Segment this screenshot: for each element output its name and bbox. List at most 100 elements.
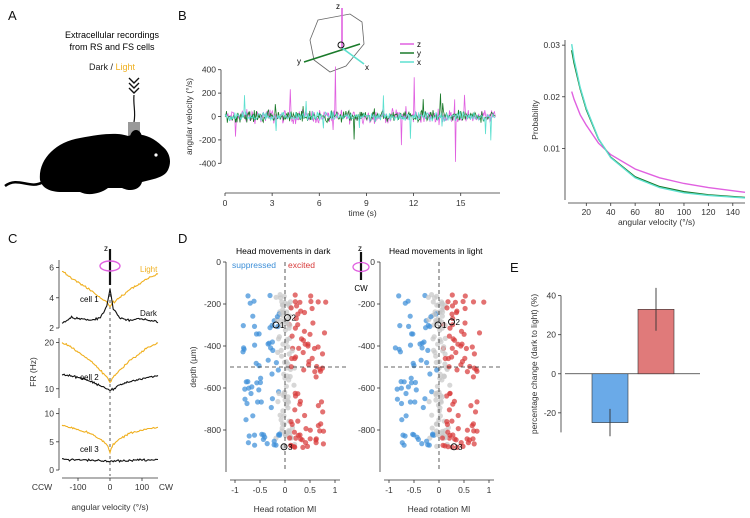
d-ytick-label: -600 — [358, 383, 375, 393]
d-point-suppressed — [248, 390, 254, 397]
d-point-suppressed — [246, 385, 252, 391]
d-point-excited — [288, 364, 294, 370]
d-rotation-icon — [352, 261, 370, 273]
d-point-suppressed — [405, 384, 411, 390]
d-point-suppressed — [429, 389, 435, 395]
d-point-suppressed — [251, 298, 257, 304]
d-example-cell-marker — [280, 443, 288, 451]
d-point-excited — [318, 399, 325, 405]
d-point-excited — [454, 308, 460, 314]
d-point-suppressed — [423, 325, 429, 331]
d-point-suppressed — [399, 417, 405, 423]
d-point-excited — [439, 435, 445, 441]
d-xlabel: Head rotation MI — [254, 504, 317, 514]
panel-b-probability-plot: 0.01 0.02 0.03 20 40 60 80 100 120 140 angular vel… — [530, 40, 746, 227]
d-point-suppressed — [275, 367, 281, 373]
panel-c-tuning-plots: z 2 4 6 cell 1 10 20 cell 2 0 5 10 cell 3 Light Dark -… — [28, 244, 173, 512]
d-point-suppressed — [241, 345, 247, 351]
d-point-excited — [468, 403, 474, 409]
d-point-suppressed — [406, 323, 412, 329]
d-point-suppressed — [422, 396, 428, 402]
b-prob-xtick-label: 40 — [606, 207, 616, 217]
d-point-suppressed — [418, 357, 424, 363]
d-point-excited — [320, 428, 327, 434]
c-xtick-label: -100 — [69, 482, 86, 492]
d-point-neutral — [279, 353, 285, 359]
b-trace-series-x — [224, 95, 496, 141]
d-example-cell-label: 3 — [458, 443, 463, 452]
d-point-excited — [308, 298, 314, 305]
b-trace-ytick-label: -400 — [199, 158, 216, 168]
d-point-neutral — [426, 399, 432, 405]
d-point-excited — [303, 426, 309, 432]
d-point-neutral — [440, 348, 446, 354]
b-prob-xtick-label: 140 — [726, 207, 740, 217]
d-ytick-label: 0 — [216, 257, 221, 267]
d-example-cell-marker — [434, 321, 442, 329]
b-trace-xtick-label: 0 — [223, 198, 228, 208]
d-point-neutral — [281, 413, 287, 419]
d-point-suppressed — [253, 331, 260, 337]
d-point-neutral — [429, 412, 435, 418]
panel-d-label: D — [178, 231, 187, 246]
d-example-cell-marker — [450, 443, 458, 451]
d-xtick-label: 0 — [437, 485, 442, 495]
axis-x-label: x — [365, 63, 369, 72]
dark-light-caption: Dark / Light — [89, 62, 136, 72]
d-point-excited — [464, 436, 470, 442]
d-point-neutral — [282, 375, 288, 381]
b-prob-series-x — [571, 43, 746, 199]
separator-text: / — [108, 62, 116, 72]
d-point-suppressed — [246, 433, 252, 439]
head-outline-icon — [309, 13, 365, 73]
d-point-excited — [289, 333, 295, 339]
b-trace-ytick-label: 400 — [202, 65, 216, 75]
d-point-suppressed — [267, 325, 273, 331]
d-point-neutral — [434, 443, 440, 449]
panel-a-caption-line2: from RS and FS cells — [69, 42, 155, 52]
d-point-excited — [471, 351, 477, 357]
d-ytick-label: -800 — [204, 425, 221, 435]
b-prob-series-y — [571, 50, 746, 199]
d-ylabel: depth (µm) — [188, 346, 198, 387]
b-trace-xtick-label: 9 — [364, 198, 369, 208]
d-point-neutral — [437, 375, 443, 381]
d-point-excited — [467, 363, 473, 370]
d-point-suppressed — [269, 396, 275, 402]
d-point-suppressed — [242, 386, 248, 392]
d-point-excited — [444, 421, 450, 427]
d-point-suppressed — [265, 357, 271, 363]
d-point-neutral — [438, 398, 444, 404]
b-trace-ytick-label: 200 — [202, 88, 216, 98]
d-point-excited — [458, 328, 465, 334]
d-point-excited — [446, 407, 452, 413]
mouse-eye-icon — [154, 153, 158, 157]
d-point-suppressed — [403, 390, 409, 397]
d-point-neutral — [441, 344, 447, 350]
d-point-suppressed — [274, 314, 280, 320]
d-point-excited — [297, 398, 303, 404]
d-point-excited — [474, 399, 480, 405]
d-point-suppressed — [257, 379, 263, 386]
d-point-suppressed — [398, 400, 405, 407]
d-point-suppressed — [419, 340, 425, 346]
panel-e-label: E — [510, 260, 519, 275]
d-point-suppressed — [258, 375, 264, 381]
d-point-excited — [292, 407, 298, 413]
d-point-excited — [302, 412, 308, 419]
d-point-neutral — [287, 322, 293, 328]
d-point-excited — [306, 358, 312, 365]
axis-z-label: z — [336, 2, 340, 11]
d-point-excited — [460, 298, 466, 305]
d-point-suppressed — [434, 367, 440, 373]
d-point-neutral — [437, 337, 443, 343]
d-point-suppressed — [250, 413, 256, 419]
d-ytick-label: -200 — [358, 299, 375, 309]
d-xtick-label: 1 — [333, 485, 338, 495]
d-point-excited — [295, 432, 301, 438]
d-point-neutral — [279, 425, 285, 431]
d-point-excited — [455, 426, 461, 432]
d-example-cell-label: 1 — [280, 321, 285, 330]
d-point-neutral — [289, 348, 295, 354]
b-prob-ytick-label: 0.03 — [543, 40, 560, 50]
